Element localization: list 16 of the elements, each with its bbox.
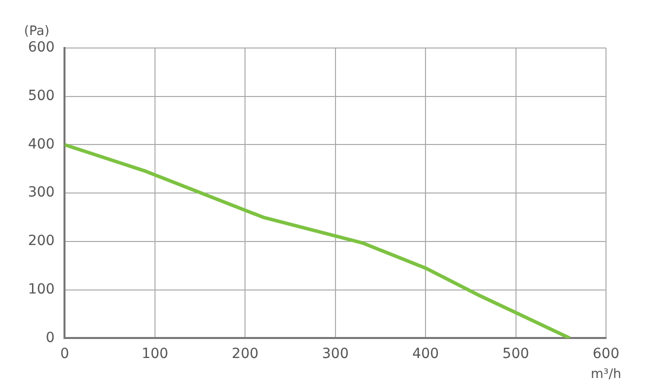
x-tick-label: 0 [60, 346, 70, 362]
y-axis-title: (Pa) [24, 24, 50, 39]
y-tick-label: 400 [28, 136, 55, 152]
x-axis-title: m³/h [590, 367, 622, 382]
y-tick-label: 300 [28, 184, 55, 201]
x-tick-label: 200 [232, 346, 259, 362]
x-tick-label: 500 [502, 346, 530, 362]
y-tick-label: 100 [28, 281, 55, 298]
y-tick-label: 600 [28, 40, 55, 56]
x-tick-label: 100 [142, 346, 168, 362]
y-tick-label: 500 [28, 88, 55, 104]
y-tick-label: 0 [46, 330, 55, 346]
x-tick-label: 400 [412, 346, 439, 362]
y-tick-label: 200 [28, 233, 55, 250]
x-tick-label: 600 [592, 346, 620, 362]
x-tick-label: 300 [322, 346, 349, 362]
